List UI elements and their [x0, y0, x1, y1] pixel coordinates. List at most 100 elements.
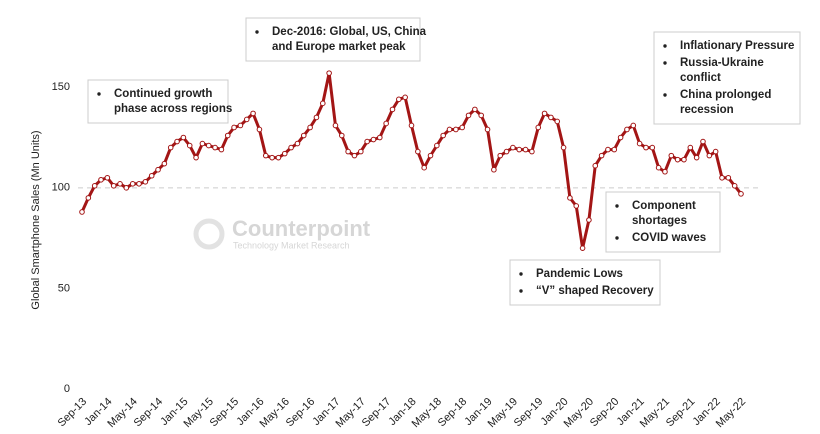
data-point	[586, 217, 592, 223]
data-point	[472, 106, 478, 113]
data-point	[693, 154, 700, 161]
data-point	[358, 148, 364, 155]
data-point	[731, 183, 738, 189]
data-point	[155, 166, 161, 173]
bullet	[663, 61, 667, 65]
annotation-text: Pandemic Lows	[536, 268, 623, 280]
data-point	[237, 122, 244, 129]
watermark: Counterpoint	[232, 216, 371, 241]
data-point	[497, 152, 504, 159]
data-point	[396, 96, 402, 103]
data-point	[256, 126, 263, 133]
data-point	[510, 144, 516, 151]
bullet	[615, 204, 619, 208]
data-point	[738, 191, 744, 197]
data-point	[288, 144, 294, 151]
annotation-text: Inflationary Pressure	[680, 40, 794, 52]
data-point	[459, 124, 465, 131]
x-tick-label: Sep-20	[588, 396, 622, 430]
data-point	[427, 152, 434, 159]
data-point	[617, 134, 624, 141]
annotation: Inflationary Pressure Russia-Ukraine confl…	[653, 31, 801, 125]
data-point	[687, 144, 694, 151]
data-point	[186, 142, 193, 149]
data-point	[465, 112, 472, 119]
data-point	[548, 114, 554, 121]
x-tick-label: Sep-15	[208, 396, 242, 430]
annotation-box	[605, 191, 721, 253]
data-point	[136, 181, 142, 187]
data-point	[148, 172, 155, 179]
annotation-box	[653, 31, 801, 125]
data-point	[91, 183, 98, 189]
x-tick-label: Sep-21	[664, 396, 698, 430]
data-point	[408, 122, 415, 129]
annotation-box	[509, 259, 661, 306]
annotation-text: shortages	[632, 215, 687, 227]
annotation-text: Continued growth	[114, 88, 212, 100]
data-point	[104, 174, 111, 181]
x-tick-label: Sep-16	[284, 396, 318, 430]
bullet	[663, 44, 667, 48]
data-point	[319, 100, 326, 107]
data-point	[522, 146, 529, 153]
data-point	[706, 152, 713, 159]
data-point	[579, 245, 586, 251]
data-point	[662, 168, 668, 175]
x-tick-label: Sep-14	[132, 396, 166, 430]
x-tick-label: Sep-19	[512, 396, 546, 430]
data-point	[174, 138, 180, 145]
data-point	[218, 146, 225, 153]
data-point	[415, 148, 421, 155]
data-point	[370, 136, 377, 143]
data-point	[725, 174, 732, 181]
data-point	[377, 134, 383, 141]
data-point	[712, 148, 719, 155]
annotation-box	[245, 17, 421, 62]
data-point	[332, 122, 339, 129]
data-point	[478, 112, 485, 119]
data-point	[624, 126, 630, 133]
data-point	[281, 150, 288, 157]
data-point	[123, 185, 130, 191]
data-point	[484, 126, 491, 133]
annotation-text: Russia-Ukraine	[680, 57, 764, 69]
data-point	[224, 132, 231, 139]
watermark-sub: Technology Market Research	[233, 240, 350, 250]
annotation: Dec-2016: Global, US, China and Europe ma…	[245, 17, 427, 62]
annotation: Pandemic Lows “V” shaped Recovery	[509, 259, 661, 306]
data-point	[681, 156, 687, 163]
data-point	[161, 160, 168, 167]
bullet	[519, 289, 523, 293]
data-point	[193, 154, 199, 161]
data-point	[345, 148, 351, 155]
annotation-text: recession	[680, 104, 734, 116]
data-point	[491, 166, 497, 173]
data-point	[262, 152, 269, 159]
annotation-box	[87, 79, 229, 124]
data-point	[243, 116, 250, 123]
annotation-text: China prolonged	[680, 89, 771, 101]
data-point	[338, 132, 345, 139]
data-point	[674, 156, 681, 163]
data-point	[567, 195, 573, 201]
x-tick-label: Sep-18	[436, 396, 470, 430]
data-point	[98, 176, 104, 183]
data-point	[560, 144, 567, 151]
annotation: Component shortages COVID waves	[605, 191, 721, 253]
bullet	[663, 93, 667, 97]
data-point	[655, 164, 662, 171]
data-point	[668, 152, 675, 159]
data-point	[630, 122, 637, 129]
data-point	[598, 152, 605, 159]
data-point	[389, 106, 396, 113]
data-point	[554, 118, 561, 125]
data-point	[440, 132, 446, 139]
y-axis-label: Global Smartphone Sales (Mn Units)	[30, 130, 42, 309]
data-point	[364, 138, 370, 145]
bullet	[615, 236, 619, 240]
x-tick-label: Sep-13	[56, 396, 90, 430]
data-point	[541, 110, 548, 117]
data-point	[300, 132, 307, 139]
